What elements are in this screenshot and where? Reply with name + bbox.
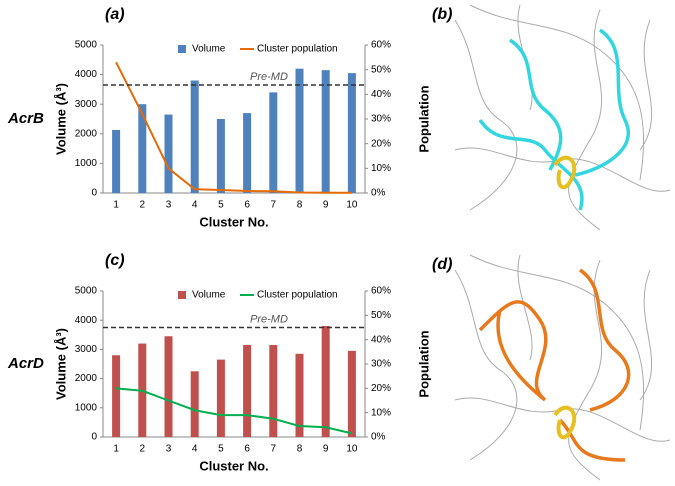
panel-label: (d) xyxy=(432,256,452,273)
x-tick-label: 3 xyxy=(166,444,172,455)
x-tick-label: 3 xyxy=(166,200,172,211)
molecule-b xyxy=(454,4,671,231)
y-tick-label: 1000 xyxy=(75,402,98,413)
y-tick-label: 3000 xyxy=(75,344,98,355)
x-tick-label: 6 xyxy=(244,444,250,455)
y2-tick-label: 0% xyxy=(371,188,386,199)
legend-label: Volume xyxy=(192,44,226,55)
legend-label: Cluster population xyxy=(257,290,338,301)
bar xyxy=(269,92,278,193)
y-axis-title: Volume (Å³) xyxy=(53,83,68,155)
x-tick-label: 2 xyxy=(140,444,146,455)
y-tick-label: 1000 xyxy=(75,158,98,169)
panel-label: (c) xyxy=(105,252,125,269)
legend-label: Cluster population xyxy=(257,44,338,55)
x-tick-label: 1 xyxy=(113,200,119,211)
y2-tick-label: 10% xyxy=(371,407,391,418)
bar xyxy=(295,68,304,193)
x-tick-label: 5 xyxy=(218,200,224,211)
bar xyxy=(347,73,356,193)
panel-label: (a) xyxy=(105,6,125,23)
y2-tick-label: 50% xyxy=(371,64,391,75)
legend-swatch xyxy=(178,45,186,53)
panel-label: (b) xyxy=(432,6,452,23)
bar xyxy=(321,326,330,437)
y-tick-label: 5000 xyxy=(75,286,98,297)
y-tick-label: 2000 xyxy=(75,128,98,139)
row-label: AcrB xyxy=(7,110,44,127)
y2-tick-label: 60% xyxy=(371,286,391,297)
bar xyxy=(269,345,278,437)
bar xyxy=(243,113,252,193)
x-tick-label: 8 xyxy=(297,444,303,455)
y-tick-label: 4000 xyxy=(75,69,98,80)
line-series xyxy=(115,61,352,194)
bar xyxy=(216,119,225,193)
y-tick-label: 0 xyxy=(91,188,97,199)
x-tick-label: 9 xyxy=(323,200,329,211)
bar xyxy=(138,104,147,193)
x-tick-label: 4 xyxy=(192,200,198,211)
bar xyxy=(347,350,356,437)
x-tick-label: 1 xyxy=(113,444,119,455)
reference-label: Pre-MD xyxy=(250,71,288,83)
bar xyxy=(112,129,121,193)
bar xyxy=(164,114,173,193)
x-tick-label: 5 xyxy=(218,444,224,455)
y2-tick-label: 10% xyxy=(371,163,391,174)
x-tick-label: 4 xyxy=(192,444,198,455)
y-tick-label: 2000 xyxy=(75,373,98,384)
bar xyxy=(190,80,199,193)
y-tick-label: 3000 xyxy=(75,99,98,110)
x-tick-label: 7 xyxy=(271,444,277,455)
molecule-d xyxy=(454,254,671,481)
y-axis-title: Volume (Å³) xyxy=(53,328,68,400)
x-axis-title: Cluster No. xyxy=(199,458,268,473)
bar xyxy=(243,345,252,437)
y2-axis-title: Population xyxy=(416,330,431,397)
y-tick-label: 0 xyxy=(91,432,97,443)
bar xyxy=(190,371,199,437)
x-tick-label: 6 xyxy=(244,200,250,211)
x-tick-label: 8 xyxy=(297,200,303,211)
x-tick-label: 7 xyxy=(271,200,277,211)
y2-tick-label: 50% xyxy=(371,310,391,321)
y2-tick-label: 20% xyxy=(371,383,391,394)
bar xyxy=(112,355,121,437)
y2-tick-label: 0% xyxy=(371,432,386,443)
legend-swatch xyxy=(178,291,186,299)
reference-label: Pre-MD xyxy=(250,313,288,325)
bar xyxy=(295,353,304,437)
y2-tick-label: 20% xyxy=(371,138,391,149)
y-tick-label: 4000 xyxy=(75,315,98,326)
y2-tick-label: 30% xyxy=(371,359,391,370)
x-tick-label: 10 xyxy=(346,444,358,455)
legend-label: Volume xyxy=(192,290,226,301)
y2-tick-label: 40% xyxy=(371,89,391,100)
x-tick-label: 9 xyxy=(323,444,329,455)
row-label: AcrD xyxy=(7,355,44,372)
y2-axis-title: Population xyxy=(416,85,431,152)
y2-tick-label: 60% xyxy=(371,40,391,51)
bar xyxy=(164,336,173,437)
x-tick-label: 10 xyxy=(346,200,358,211)
line-series xyxy=(116,387,353,435)
y-tick-label: 5000 xyxy=(75,40,98,51)
bar xyxy=(216,359,225,437)
x-tick-label: 2 xyxy=(140,200,146,211)
bar xyxy=(321,70,330,193)
y2-tick-label: 30% xyxy=(371,114,391,125)
x-axis-title: Cluster No. xyxy=(199,214,268,229)
y2-tick-label: 40% xyxy=(371,334,391,345)
